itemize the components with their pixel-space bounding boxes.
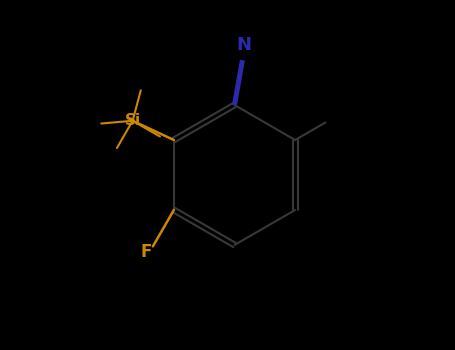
Text: Si: Si	[125, 113, 141, 128]
Text: F: F	[141, 243, 152, 261]
Text: N: N	[237, 36, 252, 54]
